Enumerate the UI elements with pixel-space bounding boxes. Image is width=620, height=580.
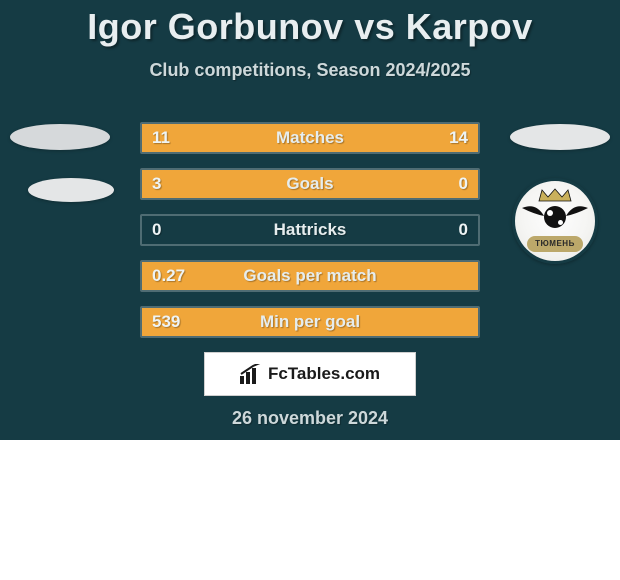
bar-chart-icon [240,364,262,384]
date-label: 26 november 2024 [0,408,620,429]
page-title: Igor Gorbunov vs Karpov [0,0,620,48]
stat-bars: 11 Matches 14 3 Goals 0 0 Hattricks 0 0.… [140,122,480,352]
stat-row: 539 Min per goal [140,306,480,338]
stat-row: 3 Goals 0 [140,168,480,200]
stat-label: Hattricks [142,216,478,244]
brand-box: FcTables.com [204,352,416,396]
football-icon [544,206,566,228]
stat-label: Min per goal [142,308,478,336]
player-left-photo-placeholder [10,124,110,150]
player-right-photo-placeholder [510,124,610,150]
comparison-card: Igor Gorbunov vs Karpov Club competition… [0,0,620,440]
club-right-ribbon: ТЮМЕНЬ [527,236,583,252]
stat-right-value: 14 [449,124,468,152]
stat-row: 11 Matches 14 [140,122,480,154]
stat-label: Matches [142,124,478,152]
stat-label: Goals [142,170,478,198]
page-subtitle: Club competitions, Season 2024/2025 [0,60,620,81]
brand-text: FcTables.com [268,364,380,384]
club-left-logo-placeholder [28,178,114,202]
stat-right-value: 0 [459,170,468,198]
stat-row: 0.27 Goals per match [140,260,480,292]
stat-label: Goals per match [142,262,478,290]
club-right-badge: ТЮМЕНЬ [512,178,598,264]
stat-right-value: 0 [459,216,468,244]
crown-icon [538,188,572,202]
stat-row: 0 Hattricks 0 [140,214,480,246]
